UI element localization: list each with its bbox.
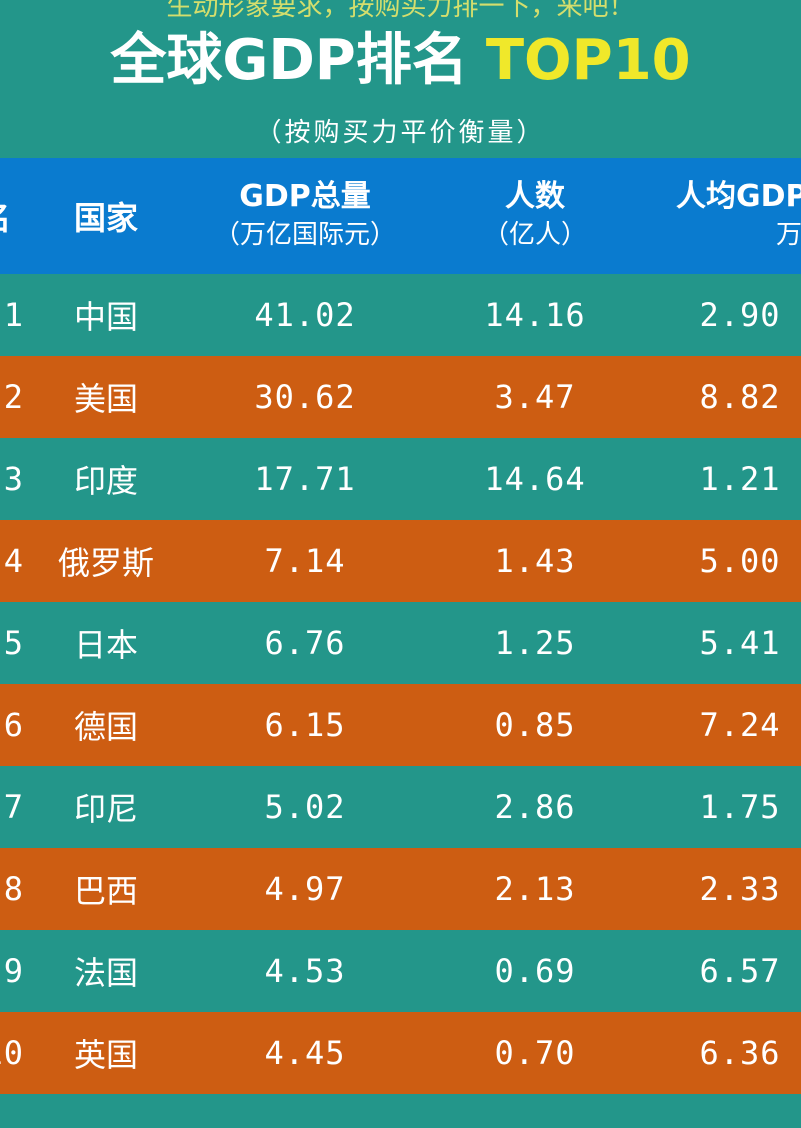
gdp-cell: 5.02 xyxy=(264,788,346,826)
population-cell: 0.69 xyxy=(494,952,576,990)
table-body: 1 中国 41.02 14.16 2.90 2 美国 30.62 3.47 8.82 3 印度 17.7… xyxy=(0,274,801,1094)
gdp-cell: 6.15 xyxy=(264,706,346,744)
page-subtitle: （按购买力平价衡量） xyxy=(255,118,546,148)
per-capita-cell: 7.24 xyxy=(699,706,781,744)
header-population-label: 人数 xyxy=(505,179,565,214)
rank-cell: 6 xyxy=(3,706,24,744)
country-cell: 俄罗斯 xyxy=(57,544,154,582)
rank-cell: 4 xyxy=(3,542,24,580)
page-title: 全球GDP排名 TOP10 xyxy=(0,26,801,96)
population-cell: 14.64 xyxy=(484,460,586,498)
per-capita-cell: 2.33 xyxy=(699,870,781,908)
country-cell: 中国 xyxy=(73,298,138,336)
table-row: 8 巴西 4.97 2.13 2.33 xyxy=(0,848,801,930)
gdp-cell: 4.97 xyxy=(264,870,346,908)
header-gdp-label: GDP总量 xyxy=(239,179,371,214)
top-caption: 生动形象要求，按购买力排一下，来吧！ xyxy=(166,0,635,22)
header-per-capita-label: 人均GDP xyxy=(676,179,801,214)
population-cell: 2.13 xyxy=(494,870,576,908)
table-row: 4 俄罗斯 7.14 1.43 5.00 xyxy=(0,520,801,602)
country-cell: 美国 xyxy=(73,380,138,418)
header-population: 人数 （亿人） xyxy=(440,158,630,274)
header-country-label: 国家 xyxy=(73,199,138,237)
rank-cell: 2 xyxy=(3,378,24,416)
header-gdp: GDP总量 （万亿国际元） xyxy=(210,158,400,274)
gdp-cell: 4.53 xyxy=(264,952,346,990)
table-row: 10 英国 4.45 0.70 6.36 xyxy=(0,1012,801,1094)
table-row: 5 日本 6.76 1.25 5.41 xyxy=(0,602,801,684)
header-rank: 名 xyxy=(0,158,30,274)
country-cell: 巴西 xyxy=(73,872,138,910)
header-country: 国家 xyxy=(36,158,176,274)
header-per-capita: 人均GDP 万国际元 xyxy=(640,158,801,274)
country-cell: 德国 xyxy=(73,708,138,746)
table-row: 3 印度 17.71 14.64 1.21 xyxy=(0,438,801,520)
gdp-cell: 4.45 xyxy=(264,1034,346,1072)
gdp-table: 名 国家 GDP总量 （万亿国际元） 人数 （亿人） 人均GDP 万国际元 1 中… xyxy=(0,158,801,1094)
rank-cell: 10 xyxy=(0,1034,24,1072)
country-cell: 日本 xyxy=(73,626,138,664)
per-capita-cell: 8.82 xyxy=(699,378,781,416)
gdp-cell: 17.71 xyxy=(254,460,356,498)
per-capita-cell: 1.21 xyxy=(699,460,781,498)
gdp-cell: 30.62 xyxy=(254,378,356,416)
population-cell: 14.16 xyxy=(484,296,586,334)
country-cell: 印度 xyxy=(73,462,138,500)
per-capita-cell: 2.90 xyxy=(699,296,781,334)
rank-cell: 8 xyxy=(3,870,24,908)
gdp-cell: 41.02 xyxy=(254,296,356,334)
population-cell: 3.47 xyxy=(494,378,576,416)
table-row: 1 中国 41.02 14.16 2.90 xyxy=(0,274,801,356)
header-gdp-unit: （万亿国际元） xyxy=(213,220,396,250)
gdp-cell: 7.14 xyxy=(264,542,346,580)
gdp-cell: 6.76 xyxy=(264,624,346,662)
country-cell: 英国 xyxy=(73,1036,138,1074)
rank-cell: 7 xyxy=(3,788,24,826)
country-cell: 印尼 xyxy=(73,790,138,828)
table-row: 9 法国 4.53 0.69 6.57 xyxy=(0,930,801,1012)
title-accent: TOP10 xyxy=(485,28,691,93)
header-per-capita-unit: 万国际元 xyxy=(776,220,801,250)
population-cell: 0.70 xyxy=(494,1034,576,1072)
rank-cell: 9 xyxy=(3,952,24,990)
population-cell: 1.25 xyxy=(494,624,576,662)
population-cell: 0.85 xyxy=(494,706,576,744)
per-capita-cell: 5.41 xyxy=(699,624,781,662)
rank-cell: 5 xyxy=(3,624,24,662)
table-header-row: 名 国家 GDP总量 （万亿国际元） 人数 （亿人） 人均GDP 万国际元 xyxy=(0,158,801,274)
header-population-unit: （亿人） xyxy=(482,220,587,250)
population-cell: 1.43 xyxy=(494,542,576,580)
header-rank-label: 名 xyxy=(0,193,11,239)
country-cell: 法国 xyxy=(73,954,138,992)
per-capita-cell: 6.36 xyxy=(699,1034,781,1072)
population-cell: 2.86 xyxy=(494,788,576,826)
rank-cell: 1 xyxy=(3,296,24,334)
title-main: 全球GDP排名 xyxy=(110,28,468,93)
per-capita-cell: 1.75 xyxy=(699,788,781,826)
rank-cell: 3 xyxy=(3,460,24,498)
table-row: 7 印尼 5.02 2.86 1.75 xyxy=(0,766,801,848)
table-row: 2 美国 30.62 3.47 8.82 xyxy=(0,356,801,438)
table-row: 6 德国 6.15 0.85 7.24 xyxy=(0,684,801,766)
per-capita-cell: 6.57 xyxy=(699,952,781,990)
per-capita-cell: 5.00 xyxy=(699,542,781,580)
